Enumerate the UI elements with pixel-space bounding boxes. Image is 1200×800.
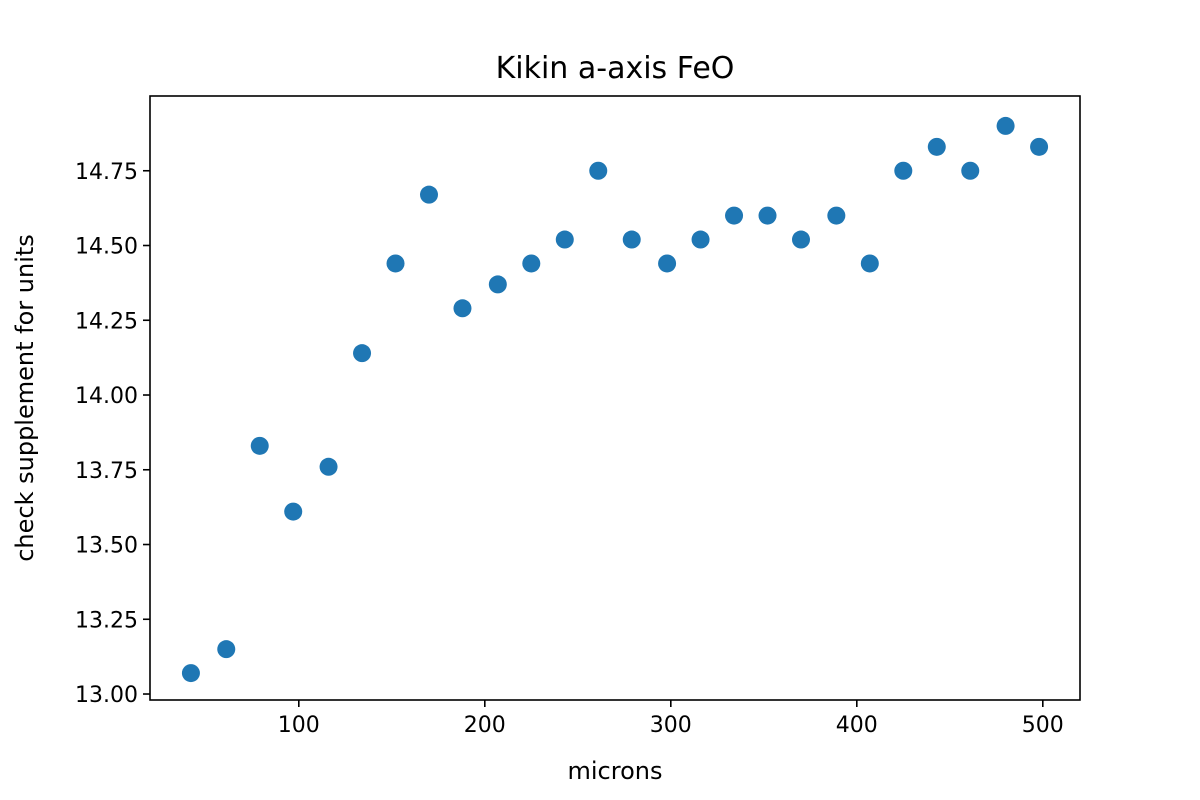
x-tick-label: 200 [464, 713, 506, 738]
x-axis-label: microns [568, 757, 663, 785]
data-point [250, 436, 269, 455]
y-tick-label: 13.25 [75, 608, 138, 633]
data-point [725, 206, 744, 225]
data-point [284, 502, 303, 521]
data-point [420, 185, 438, 204]
data-point [792, 230, 810, 249]
x-tick-label: 300 [650, 713, 692, 738]
x-axis-ticks: 100 200 300 400 500 [278, 700, 1064, 738]
plot-area-frame [149, 95, 1081, 701]
y-tick-label: 14.50 [75, 235, 138, 260]
x-tick-label: 400 [836, 713, 878, 738]
data-point [758, 206, 777, 225]
y-tick-label: 14.25 [75, 309, 138, 334]
y-tick-label: 13.00 [75, 683, 138, 708]
data-point [860, 254, 879, 273]
data-points [181, 116, 1049, 683]
data-point [353, 344, 372, 363]
data-point [622, 230, 641, 249]
data-point [894, 161, 913, 180]
data-point [181, 664, 200, 683]
y-axis-label: check supplement for units [11, 234, 39, 562]
y-tick-label: 13.50 [75, 534, 138, 559]
y-tick-label: 13.75 [75, 459, 138, 484]
data-point [996, 116, 1015, 135]
data-point [658, 254, 677, 273]
data-point [961, 161, 980, 180]
x-tick-label: 100 [278, 713, 320, 738]
y-tick-label: 14.75 [75, 160, 138, 185]
data-point [217, 640, 236, 659]
x-tick-label: 500 [1022, 713, 1064, 738]
data-point [827, 206, 846, 225]
chart-title: Kikin a-axis FeO [496, 51, 735, 86]
y-axis-ticks: 13.00 13.25 13.50 13.75 14.00 14.25 14.50 14.75 [75, 160, 150, 708]
y-tick-label: 14.00 [75, 384, 138, 409]
data-point [691, 230, 710, 249]
data-point [589, 161, 608, 180]
data-point [927, 137, 946, 156]
data-point [1030, 137, 1049, 156]
data-point [488, 275, 507, 294]
data-point [319, 457, 338, 476]
data-point [522, 254, 541, 273]
data-point [453, 299, 472, 318]
data-point [386, 254, 405, 273]
data-point [555, 230, 574, 249]
